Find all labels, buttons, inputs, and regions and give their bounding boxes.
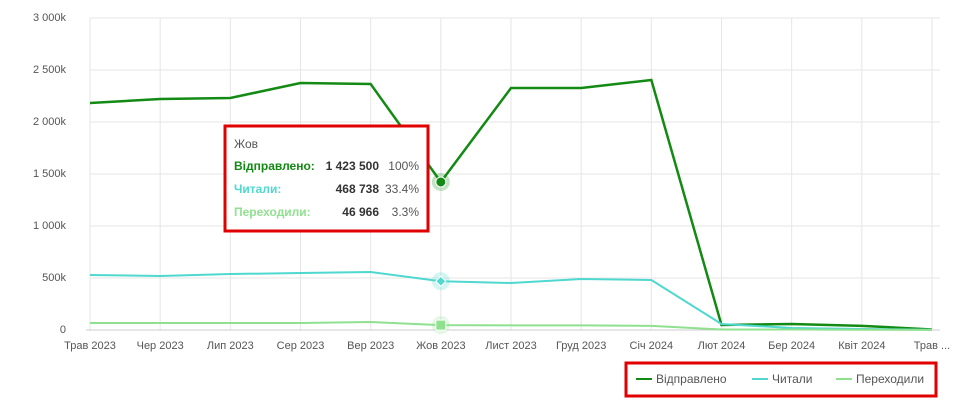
tooltip-name: Читали: xyxy=(234,182,281,196)
tooltip-value: 468 738 xyxy=(336,182,380,196)
tooltip-box xyxy=(225,126,428,231)
y-tick-label: 2 500k xyxy=(33,64,67,76)
y-tick-label: 500k xyxy=(42,272,66,284)
legend-label: Читали xyxy=(772,372,812,386)
tooltip-percent: 100% xyxy=(388,159,419,173)
tooltip-value: 46 966 xyxy=(342,205,379,219)
legend-highlight xyxy=(624,361,938,398)
series-line xyxy=(89,78,933,331)
tooltip-name: Переходили: xyxy=(234,205,311,219)
x-tick-label: Бер 2024 xyxy=(768,340,815,352)
legend-label: Відправлено xyxy=(656,372,727,386)
y-tick-label: 1 500k xyxy=(33,168,67,180)
x-tick-label: Лист 2023 xyxy=(485,340,536,352)
x-tick-label: Груд 2023 xyxy=(556,340,606,352)
y-tick-label: 2 000k xyxy=(33,116,67,128)
series-line xyxy=(89,270,933,331)
y-tick-label: 3 000k xyxy=(33,12,67,24)
tooltip-percent: 33.4% xyxy=(385,182,419,196)
x-tick-label: Сер 2023 xyxy=(277,340,325,352)
tooltip-value: 1 423 500 xyxy=(326,159,380,173)
hover-marker xyxy=(435,176,447,188)
x-tick-label: Лип 2023 xyxy=(207,340,254,352)
x-tick-label: Трав ... xyxy=(914,340,950,352)
x-tick-label: Січ 2024 xyxy=(630,340,674,352)
tooltip-percent: 3.3% xyxy=(392,205,420,219)
tooltip-name: Відправлено: xyxy=(234,159,315,173)
x-tick-label: Квіт 2024 xyxy=(838,340,885,352)
y-tick-label: 0 xyxy=(60,324,66,336)
series-line xyxy=(90,320,933,331)
legend-label: Переходили xyxy=(856,372,924,386)
tooltip-title: Жов xyxy=(234,137,258,151)
x-tick-label: Чер 2023 xyxy=(137,340,184,352)
x-tick-label: Трав 2023 xyxy=(64,340,116,352)
tooltip-highlight xyxy=(223,124,430,233)
x-tick-label: Жов 2023 xyxy=(416,340,466,352)
hover-marker xyxy=(435,275,447,287)
hover-marker xyxy=(435,319,447,331)
x-tick-label: Лют 2024 xyxy=(698,340,746,352)
x-tick-label: Вер 2023 xyxy=(347,340,394,352)
y-tick-label: 1 000k xyxy=(33,220,67,232)
